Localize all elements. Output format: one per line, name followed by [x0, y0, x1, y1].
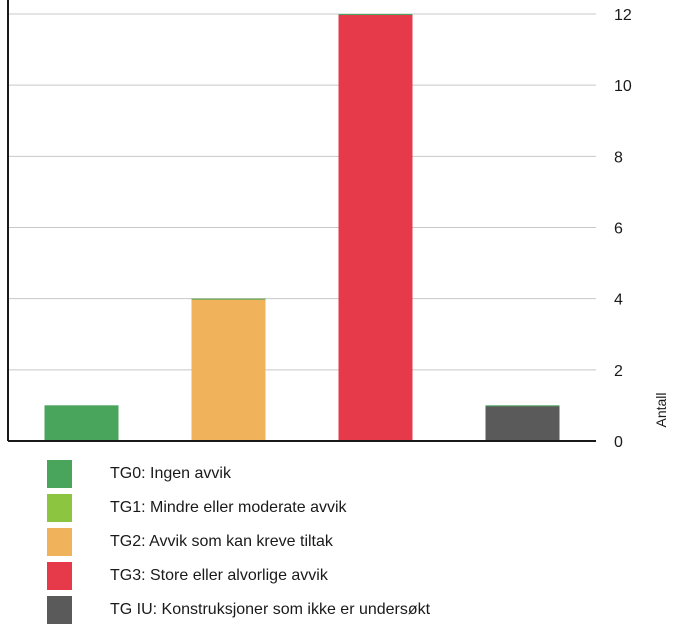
legend: TG0: Ingen avvik TG1: Mindre eller modera…: [47, 457, 430, 627]
legend-swatch: [47, 562, 72, 590]
y-tick-label: 12: [614, 7, 632, 24]
y-tick-label: 6: [614, 221, 623, 238]
legend-item: TG1: Mindre eller moderate avvik: [47, 491, 430, 525]
bar-tg2: [191, 298, 266, 441]
legend-swatch: [47, 596, 72, 624]
legend-label: TG0: Ingen avvik: [110, 465, 231, 482]
legend-item: TG2: Avvik som kan kreve tiltak: [47, 525, 430, 559]
y-axis-title: Antall: [653, 392, 669, 427]
legend-label: TG2: Avvik som kan kreve tiltak: [110, 533, 333, 550]
bar-tg0: [44, 405, 119, 441]
bar-tg3: [338, 14, 413, 441]
legend-swatch: [47, 460, 72, 488]
legend-label: TG3: Store eller alvorlige avvik: [110, 567, 328, 584]
y-tick-labels: 0 2 4 6 8 10 12: [614, 7, 632, 450]
bars: [44, 14, 560, 441]
bar-chart: 0 2 4 6 8 10 12 Antall: [7, 0, 669, 450]
bar-tg-iu: [485, 405, 560, 441]
legend-label: TG1: Mindre eller moderate avvik: [110, 499, 347, 516]
y-tick-label: 0: [614, 434, 623, 450]
y-tick-label: 2: [614, 363, 623, 380]
legend-item: TG0: Ingen avvik: [47, 457, 430, 491]
legend-label: TG IU: Konstruksjoner som ikke er unders…: [110, 601, 431, 618]
y-tick-label: 8: [614, 149, 623, 166]
legend-item: TG IU: Konstruksjoner som ikke er unders…: [47, 593, 430, 627]
y-tick-label: 10: [614, 78, 632, 95]
legend-item: TG3: Store eller alvorlige avvik: [47, 559, 430, 593]
gridlines: [8, 13, 596, 371]
y-tick-label: 4: [614, 292, 623, 309]
legend-swatch: [47, 494, 72, 522]
legend-swatch: [47, 528, 72, 556]
